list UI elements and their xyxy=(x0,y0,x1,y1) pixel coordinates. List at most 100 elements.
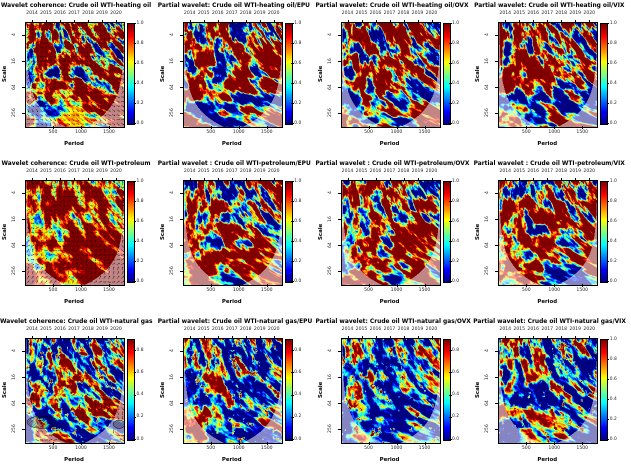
year-tick-label: 2020 xyxy=(583,11,596,16)
y-axis-tick xyxy=(337,403,341,404)
colorbar-tick xyxy=(449,394,452,396)
year-tick-label: 2016 xyxy=(369,327,382,332)
colorbar-tick-label: 0.4 xyxy=(294,80,302,86)
y-axis-label: Scale xyxy=(159,381,166,399)
colorbar-tick-label: 0.8 xyxy=(136,40,144,46)
y-axis-tick-label: 4 xyxy=(485,349,491,353)
colorbar-tick xyxy=(291,181,294,182)
colorbar-tick-label: 1.0 xyxy=(609,20,617,26)
y-axis-tick xyxy=(22,87,25,88)
x-axis-tick xyxy=(81,284,82,287)
x-axis-tick-label: 1000 xyxy=(548,129,561,135)
wavelet-panel: Wavelet coherence: Crude oil WTI-petrole… xyxy=(0,158,158,316)
x-axis-tick-label: 1500 xyxy=(260,445,273,451)
top-axis-tick xyxy=(533,335,534,338)
year-tick-label: 2020 xyxy=(583,327,596,332)
plot-title: Partial wavelet: Crude oil WTI-natural g… xyxy=(157,318,313,325)
wavelet-panel: Partial wavelet: Crude oil WTI-heating o… xyxy=(158,0,316,158)
colorbar-tick-label: 0.0 xyxy=(136,436,144,442)
colorbar-tick xyxy=(291,221,294,222)
year-tick-label: 2020 xyxy=(425,327,438,332)
year-tick-label: 2016 xyxy=(369,11,382,16)
x-axis-tick-label: 500 xyxy=(521,445,531,451)
y-axis-tick xyxy=(337,219,341,220)
colorbar-tick xyxy=(606,63,610,64)
top-axis-tick xyxy=(589,177,590,180)
y-axis-tick xyxy=(495,61,499,62)
top-axis-tick xyxy=(347,335,349,338)
colorbar-tick xyxy=(606,399,610,400)
colorbar-tick-label: 0.0 xyxy=(609,436,617,442)
plot-title: Wavelet coherence: Crude oil WTI-heating… xyxy=(0,2,152,9)
top-axis-tick xyxy=(505,335,506,338)
x-axis-label: Period xyxy=(221,457,242,463)
colorbar-tick-label: 0.4 xyxy=(136,392,144,398)
top-axis-tick xyxy=(74,19,75,22)
year-tick-label: 2019 xyxy=(569,11,582,16)
colorbar-tick-label: 0.4 xyxy=(609,238,617,244)
wavelet-panel: Partial wavelet: Crude oil WTI-natural g… xyxy=(316,316,474,474)
top-axis-tick xyxy=(431,19,433,22)
x-axis-label: Period xyxy=(64,141,84,147)
y-axis-tick xyxy=(179,377,183,378)
top-axis-tick xyxy=(561,335,562,338)
x-axis-tick xyxy=(582,284,583,287)
y-axis-tick-label: 64 xyxy=(485,400,491,406)
x-axis-tick-label: 500 xyxy=(521,129,531,135)
colorbar-tick xyxy=(133,372,136,374)
year-tick-label: 2015 xyxy=(197,327,210,332)
y-axis-tick xyxy=(495,429,499,430)
colorbar-tick-label: 0.8 xyxy=(294,347,302,353)
top-axis-tick xyxy=(547,19,548,22)
colorbar-tick-label: 0.2 xyxy=(136,100,144,106)
top-axis-tick xyxy=(561,177,562,180)
x-axis-label: Period xyxy=(537,457,558,463)
y-axis-tick xyxy=(495,219,499,220)
year-tick-label: 2016 xyxy=(211,169,224,174)
top-axis-tick xyxy=(375,335,377,338)
year-tick-label: 2017 xyxy=(68,327,80,332)
year-tick-label: 2020 xyxy=(110,169,122,174)
colorbar-tick xyxy=(291,83,294,84)
colorbar-tick-label: 0.0 xyxy=(136,120,144,126)
colorbar-tick xyxy=(606,261,610,262)
x-axis-tick xyxy=(582,126,583,129)
plot-title: Wavelet coherence: Crude oil WTI-petrole… xyxy=(1,160,151,167)
y-axis-label: Scale xyxy=(159,223,166,241)
colorbar-tick-label: 0.0 xyxy=(294,436,302,442)
top-axis-tick xyxy=(32,335,33,338)
wavelet-panel: Partial wavelet: Crude oil WTI-natural g… xyxy=(158,316,316,474)
colorbar-tick-label: 1.0 xyxy=(609,178,617,184)
wavelet-panel: Partial wavelet: Crude oil WTI-natural g… xyxy=(473,316,631,474)
y-axis-tick xyxy=(495,351,499,352)
top-axis-tick xyxy=(431,177,433,180)
y-axis-tick xyxy=(22,377,25,378)
top-axis-tick xyxy=(403,335,405,338)
colorbar-tick-label: 0.0 xyxy=(452,120,459,126)
y-axis-tick-label: 64 xyxy=(169,242,175,248)
plot-title: Partial wavelet: Crude oil WTI-heating o… xyxy=(315,2,469,9)
x-axis-tick xyxy=(526,126,527,129)
year-tick-label: 2018 xyxy=(82,327,94,332)
x-axis-tick-label: 500 xyxy=(521,287,531,293)
colorbar-tick xyxy=(133,43,136,44)
x-axis-label: Period xyxy=(537,141,558,147)
x-axis-tick xyxy=(554,126,555,129)
colorbar-tick-label: 0.4 xyxy=(452,238,459,244)
colorbar-tick xyxy=(449,43,452,44)
year-tick-label: 2015 xyxy=(513,11,526,16)
colorbar-tick xyxy=(449,63,452,64)
colorbar-tick xyxy=(449,241,452,242)
colorbar-tick xyxy=(291,43,294,44)
top-axis-tick xyxy=(375,177,377,180)
year-tick-label: 2015 xyxy=(513,169,526,174)
plot-title: Partial wavelet: Crude oil WTI-heating o… xyxy=(157,2,310,9)
year-tick-label: 2020 xyxy=(110,11,122,16)
y-axis-tick xyxy=(22,429,25,430)
top-axis-tick xyxy=(547,335,548,338)
top-axis-tick xyxy=(74,177,75,180)
y-axis-tick xyxy=(337,271,341,272)
x-axis-tick xyxy=(210,284,212,287)
year-tick-label: 2017 xyxy=(225,169,238,174)
colorbar-tick xyxy=(291,123,294,124)
